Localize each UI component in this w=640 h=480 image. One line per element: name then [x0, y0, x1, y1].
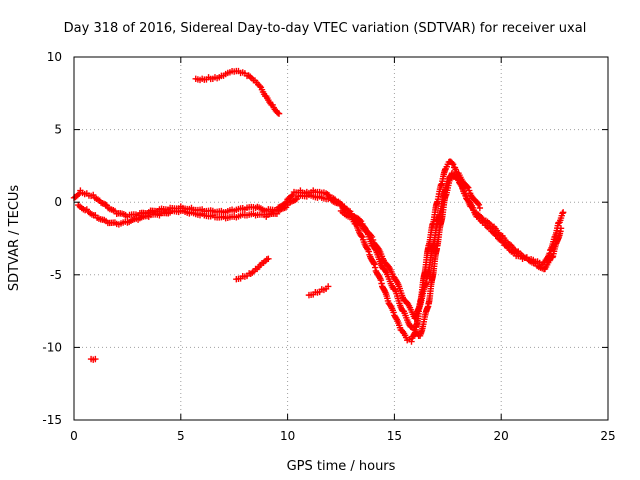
x-axis-label: GPS time / hours [287, 459, 396, 474]
series-main_third-point [369, 236, 377, 244]
x-tick-label: 25 [600, 429, 615, 443]
series-main_upper-point [559, 209, 567, 216]
series-main_upper-point [324, 191, 331, 198]
grid-lines [74, 57, 608, 420]
series-main_upper-point [390, 309, 397, 316]
series-main_lower-point [506, 241, 513, 248]
series-upper_arc-point [256, 82, 264, 90]
series-main_upper-point [559, 210, 566, 217]
series-main_third-point [464, 183, 471, 190]
series-upper_arc-point [275, 110, 283, 117]
series-main_upper-point [288, 193, 295, 200]
series-main_upper-point [370, 259, 377, 267]
series-main_lower-point [512, 247, 519, 254]
series-main_upper-point [74, 191, 82, 199]
y-axis-label: SDTVAR / TECUs [7, 185, 22, 292]
chart-title: Day 318 of 2016, Sidereal Day-to-day VTE… [64, 21, 587, 36]
y-tick-label: -10 [42, 340, 62, 354]
data-marks [70, 67, 567, 363]
series-main_upper-point [371, 261, 378, 268]
series-main_third-point [464, 184, 472, 191]
series-fragment_c-point [92, 355, 99, 363]
series-main_lower-point [476, 212, 484, 220]
series-main_upper-point [408, 338, 415, 345]
series-main_third-point [368, 233, 376, 241]
series-main_upper-point [289, 191, 296, 199]
series-main_third-point [474, 200, 482, 207]
y-tick-label: -15 [42, 413, 62, 427]
y-tick-label: 10 [47, 50, 62, 64]
series-main_upper-point [371, 264, 379, 271]
y-tick-label: -5 [50, 268, 62, 282]
y-tick-label: 5 [54, 123, 62, 137]
series-main_upper-point [377, 276, 385, 284]
series-fragment_a-point [265, 255, 272, 263]
x-tick-label: 15 [387, 429, 402, 443]
x-tick-label: 20 [494, 429, 509, 443]
x-tick-label: 5 [177, 429, 185, 443]
series-main_upper-point [376, 273, 383, 281]
x-tick-label: 0 [70, 429, 78, 443]
x-tick-label: 10 [280, 429, 295, 443]
axis-ticks: 0 5 10 15 20 25 -15 -10 -5 0 5 10 [42, 50, 615, 443]
series-main_lower-point [557, 225, 565, 232]
series-main_upper-point [358, 233, 365, 240]
series-main_upper-point [102, 201, 109, 208]
series-main_upper-point [365, 248, 372, 255]
series-fragment_b-point [324, 283, 332, 290]
series-main_third-point [359, 222, 366, 229]
series-main_upper-point [75, 190, 83, 197]
series-main_third-point [476, 204, 484, 212]
y-tick-label: 0 [54, 195, 62, 209]
series-main_upper-point [448, 159, 456, 167]
series-main_third-point [475, 201, 483, 209]
plot-frame [73, 56, 609, 421]
series-main_upper-point [449, 161, 457, 168]
